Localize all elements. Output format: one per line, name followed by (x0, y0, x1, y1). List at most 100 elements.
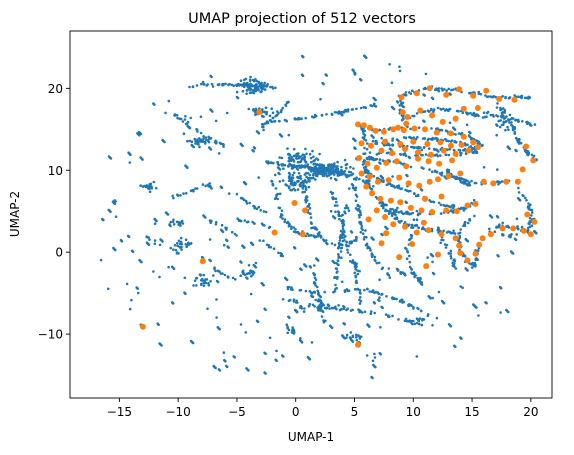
base-point (262, 128, 265, 132)
base-point (199, 115, 203, 118)
base-point (500, 180, 504, 183)
base-point (442, 107, 445, 111)
base-point (507, 118, 510, 121)
base-point (182, 132, 186, 135)
base-point (461, 286, 464, 290)
base-point (214, 223, 218, 226)
base-point (349, 242, 352, 245)
base-point (421, 319, 424, 322)
base-point (533, 123, 537, 126)
base-point (470, 201, 473, 205)
base-point (355, 338, 359, 342)
base-point (319, 307, 323, 310)
highlight-point (511, 96, 518, 103)
base-point (429, 297, 432, 300)
base-point (419, 282, 423, 286)
base-point (419, 276, 422, 280)
x-tick-label: 5 (351, 405, 359, 419)
base-point (243, 246, 246, 249)
base-point (277, 206, 281, 210)
base-point (466, 221, 470, 225)
base-point (317, 167, 321, 170)
base-point (292, 147, 296, 151)
base-point (188, 139, 192, 143)
base-point (288, 173, 292, 176)
base-point (280, 135, 284, 138)
base-point (327, 304, 331, 308)
highlight-point (393, 158, 400, 165)
base-point (287, 186, 291, 190)
base-point (470, 179, 473, 183)
base-point (449, 249, 453, 253)
base-point (169, 224, 172, 228)
base-point (391, 207, 394, 211)
base-point (330, 306, 334, 310)
base-point (345, 244, 349, 248)
base-point (215, 316, 218, 319)
base-point (183, 118, 187, 121)
base-point (458, 236, 462, 239)
base-point (374, 98, 377, 102)
base-point (346, 289, 350, 293)
base-point (210, 187, 213, 190)
base-point (363, 310, 367, 314)
base-point (140, 260, 143, 264)
base-point (348, 336, 352, 339)
base-point (365, 242, 369, 246)
x-tick-label: 10 (406, 405, 421, 419)
highlight-point (472, 200, 479, 207)
base-point (447, 139, 451, 143)
base-point (245, 202, 249, 205)
base-point (236, 217, 239, 220)
base-point (362, 180, 365, 183)
base-point (235, 84, 239, 87)
highlight-point (433, 129, 440, 136)
base-point (325, 169, 328, 173)
base-point (466, 179, 469, 183)
highlight-point (429, 112, 436, 119)
highlight-point (514, 178, 521, 185)
base-point (179, 194, 182, 197)
base-point (457, 132, 461, 135)
base-point (227, 83, 230, 87)
base-point (189, 116, 192, 120)
base-point (191, 85, 195, 89)
highlight-point (436, 160, 443, 167)
base-point (275, 194, 278, 198)
base-point (369, 312, 373, 316)
base-point (471, 113, 474, 117)
base-point (287, 152, 291, 156)
base-point (524, 196, 527, 200)
base-point (350, 173, 353, 177)
base-point (193, 279, 197, 283)
base-point (334, 210, 337, 214)
base-point (276, 162, 280, 166)
highlight-point (403, 163, 410, 170)
base-point (333, 204, 337, 207)
base-point (167, 99, 171, 103)
base-point (388, 143, 391, 147)
base-point (500, 108, 504, 111)
base-point (172, 267, 176, 271)
base-point (347, 174, 351, 178)
base-point (287, 164, 290, 168)
base-point (300, 341, 304, 344)
base-point (319, 299, 323, 303)
base-point (263, 110, 266, 114)
base-point (172, 196, 175, 200)
base-point (293, 246, 297, 250)
highlight-point (366, 173, 373, 180)
base-point (303, 173, 307, 176)
highlight-point (398, 94, 405, 101)
base-point (311, 295, 315, 299)
highlight-point (464, 257, 471, 264)
base-point (310, 222, 313, 225)
base-point (354, 199, 358, 203)
highlight-point (435, 176, 441, 183)
base-point (185, 245, 188, 248)
base-point (316, 289, 320, 293)
base-point (308, 173, 312, 177)
base-point (300, 166, 303, 169)
base-point (477, 314, 480, 317)
base-point (463, 147, 467, 151)
